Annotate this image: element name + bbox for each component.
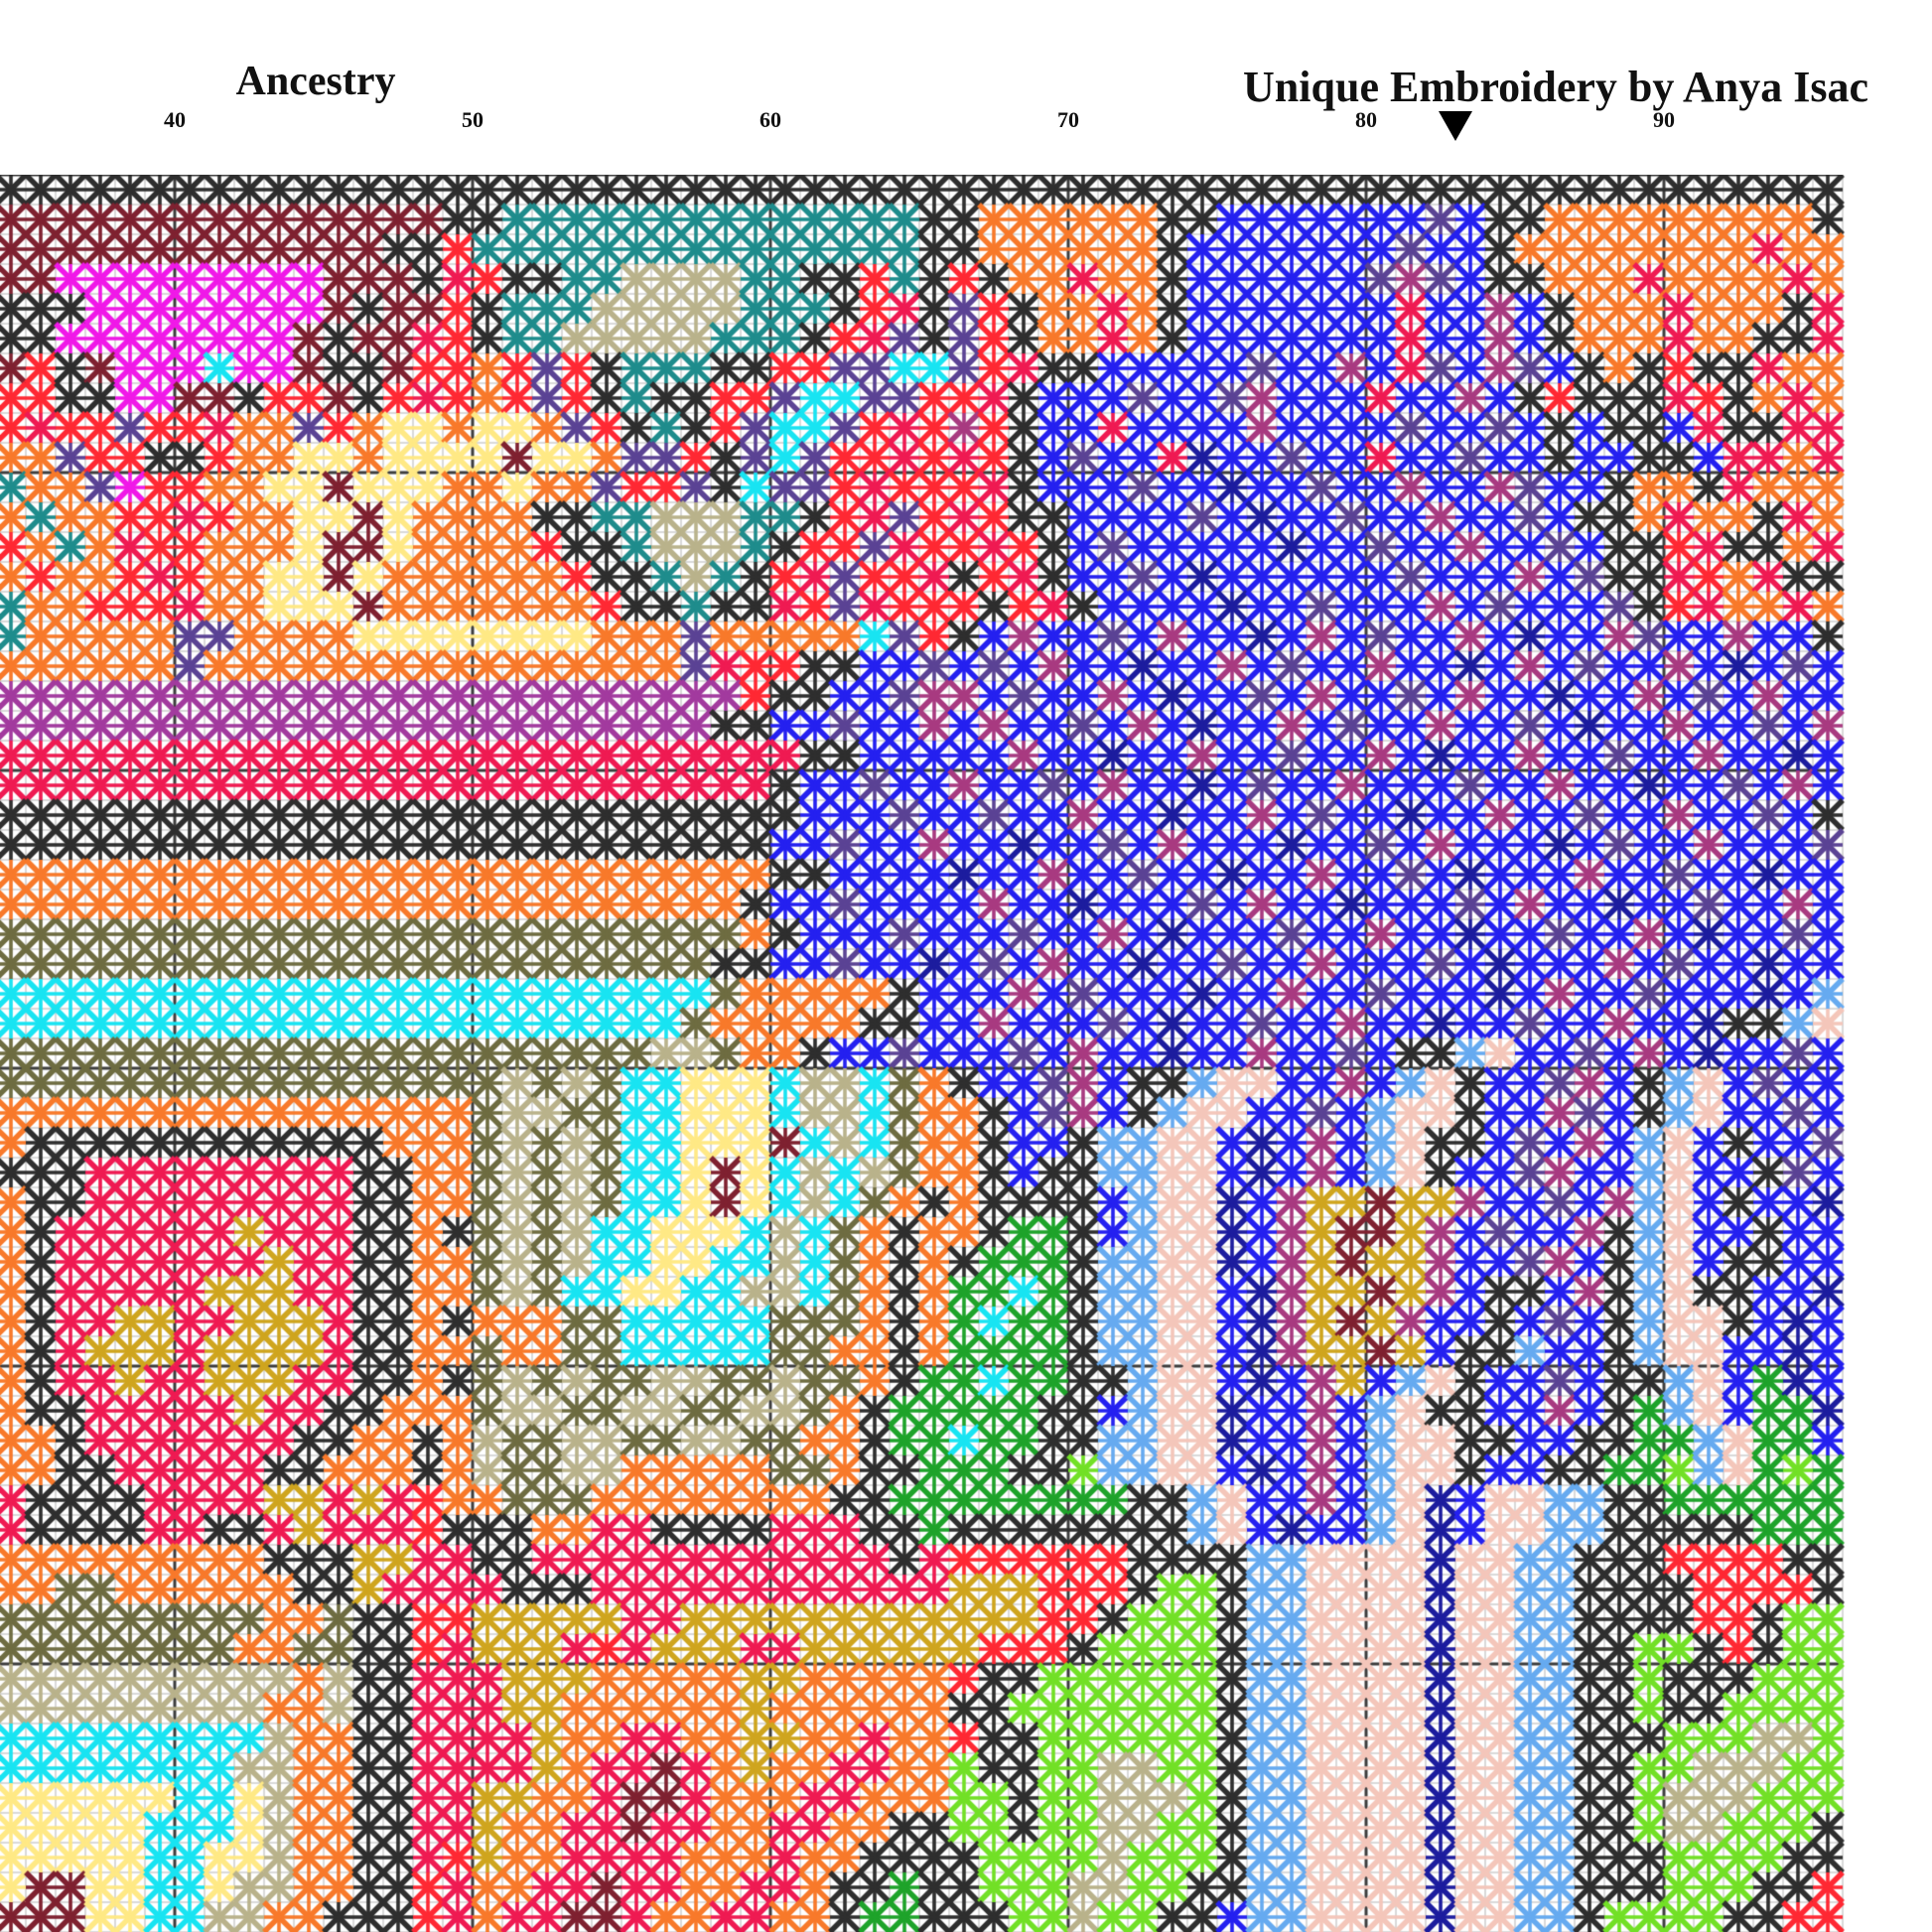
pattern-header: Ancestry Unique Embroidery by Anya Isac … <box>0 0 1932 175</box>
center-marker-icon <box>1439 111 1472 141</box>
brand-title: Unique Embroidery by Anya Isac <box>1243 63 1868 111</box>
pattern-title: Ancestry <box>235 59 396 104</box>
stitch-grid-area <box>0 175 1932 1932</box>
column-tick-90: 90 <box>1653 107 1675 132</box>
column-tick-50: 50 <box>462 107 483 132</box>
column-tick-70: 70 <box>1057 107 1079 132</box>
column-tick-80: 80 <box>1355 107 1377 132</box>
pattern-grid-canvas <box>0 175 1932 1932</box>
column-tick-40: 40 <box>164 107 186 132</box>
column-tick-60: 60 <box>759 107 781 132</box>
